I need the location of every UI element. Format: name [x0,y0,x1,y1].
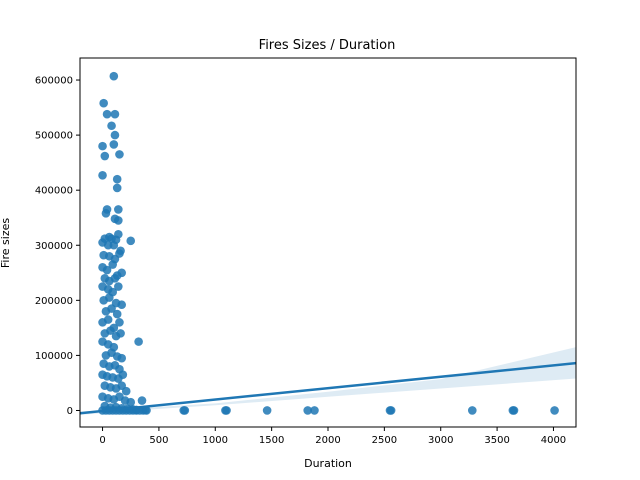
data-point [112,309,122,319]
data-point [103,315,113,324]
data-point [105,293,114,302]
y-tick-label: 600000 [35,76,73,87]
data-point [115,249,124,258]
y-tick-label: 0 [67,406,73,417]
data-point [109,71,119,81]
data-point [467,406,477,415]
data-point [118,370,128,379]
data-point [102,109,112,119]
data-point [101,209,111,218]
data-point [99,98,108,108]
data-point [110,130,120,140]
plot-background [80,58,576,427]
scatter-points-layer [98,71,559,415]
x-tick-label: 4000 [541,435,566,446]
data-point [116,329,125,338]
data-point [310,406,319,415]
data-point [106,326,115,335]
y-tick-label: 200000 [35,296,73,307]
data-point [134,337,143,346]
x-tick-label: 1000 [203,435,228,446]
confidence-band-layer [80,347,576,415]
y-tick-label: 300000 [35,241,73,252]
data-point [126,236,136,246]
plot-area [79,57,577,428]
data-point [115,318,124,327]
data-point [117,268,127,278]
x-tick-label: 2000 [315,435,340,446]
confidence-band [80,347,576,415]
data-point [115,150,124,159]
data-point [112,183,122,193]
data-point [114,216,123,225]
data-point [112,174,122,184]
data-point [114,282,123,291]
data-point [180,406,190,415]
data-point [137,396,147,405]
x-tick-label: 500 [149,435,168,446]
data-point [110,273,120,283]
data-point [386,406,396,415]
x-tick-label: 1500 [259,435,284,446]
data-point [108,260,117,269]
data-point [142,406,151,415]
data-point [509,406,519,415]
regression-line-layer [80,361,576,415]
x-axis-label: Duration [304,457,352,470]
data-point [110,109,120,119]
data-point [107,121,116,131]
y-axis-label: Fire sizes [0,218,12,268]
chart-title: Fires Sizes / Duration [259,38,396,53]
data-point [100,151,110,161]
y-tick-label: 400000 [35,186,73,197]
y-tick-label: 100000 [35,351,73,362]
data-point [117,353,127,363]
data-point [117,300,127,310]
x-tick-label: 3000 [428,435,453,446]
x-tick-label: 3500 [484,435,509,446]
data-point [107,304,116,313]
y-axis: 0 100000 200000 300000 400000 500000 600000 [35,76,80,417]
data-point [121,386,131,396]
data-point [262,406,272,415]
y-tick-label: 500000 [35,131,73,142]
data-point [102,265,112,275]
x-tick-label: 2500 [372,435,397,446]
x-tick-label: 0 [99,435,105,446]
data-point [303,406,313,415]
data-point [222,406,231,415]
data-point [114,205,123,214]
data-point [126,397,136,407]
regression-line [80,361,576,415]
data-point [109,240,119,250]
data-point [550,406,559,415]
data-point [98,141,107,151]
x-axis: 0 500 1000 1500 2000 2500 3000 3500 4000 [99,427,566,446]
data-point [109,140,119,149]
data-point [98,171,107,180]
